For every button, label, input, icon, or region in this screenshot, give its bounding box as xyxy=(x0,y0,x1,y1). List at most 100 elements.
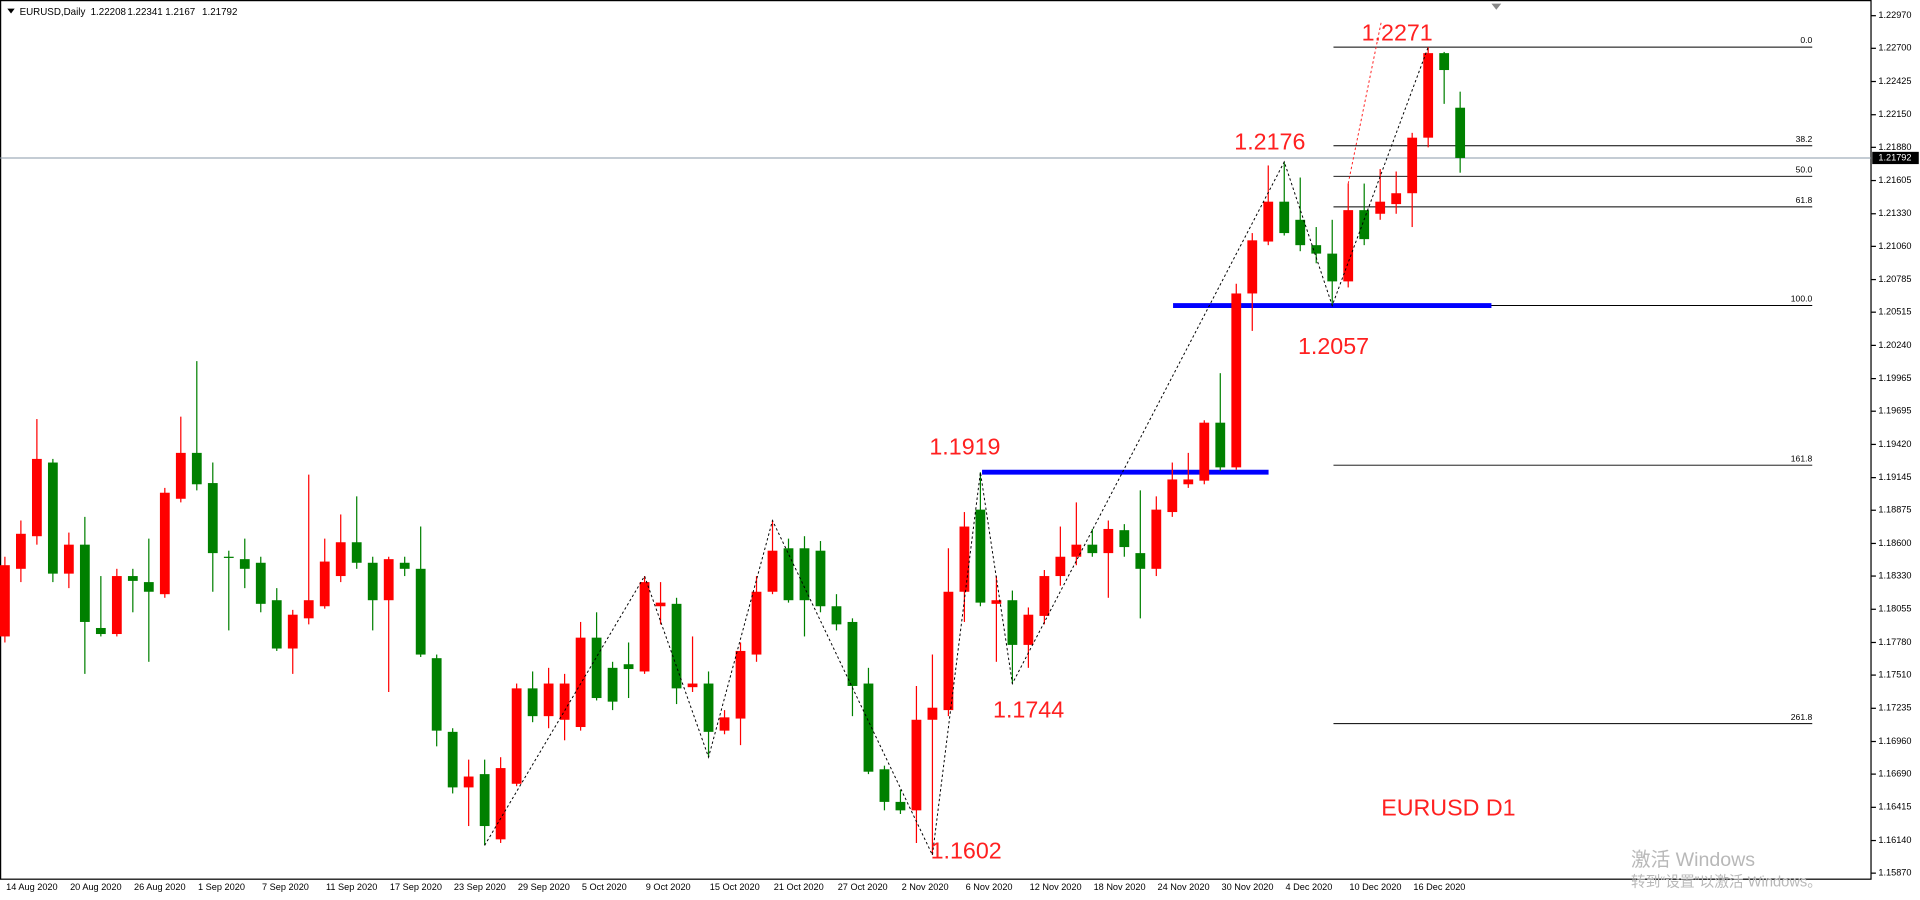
y-tick-label: 1.21060 xyxy=(1878,241,1911,251)
plot-frame xyxy=(0,0,1872,880)
x-tick-label: 24 Nov 2020 xyxy=(1158,882,1210,892)
candle-body xyxy=(0,565,10,637)
candle-body xyxy=(879,769,890,802)
y-tick-label: 1.19965 xyxy=(1878,373,1911,383)
candle-body xyxy=(1215,422,1226,468)
y-tick-label: 1.17780 xyxy=(1878,637,1911,647)
y-tick-label: 1.19145 xyxy=(1878,472,1911,482)
candle-body xyxy=(1023,614,1034,645)
x-tick-label: 30 Nov 2020 xyxy=(1222,882,1274,892)
candle-body xyxy=(47,462,58,574)
candle-body xyxy=(367,562,378,601)
x-tick-label: 10 Dec 2020 xyxy=(1349,882,1401,892)
header-close: 1.21792 xyxy=(202,7,237,18)
candle-body xyxy=(1055,556,1066,577)
candle-body xyxy=(1359,210,1370,240)
x-tick-label: 21 Oct 2020 xyxy=(774,882,824,892)
y-tick-label: 1.18055 xyxy=(1878,604,1911,614)
y-tick-label: 1.18875 xyxy=(1878,505,1911,515)
candle-body xyxy=(1183,479,1194,485)
candle-body xyxy=(847,621,858,686)
candle-body xyxy=(239,559,250,569)
x-tick-label: 18 Nov 2020 xyxy=(1094,882,1146,892)
y-tick-label: 1.20240 xyxy=(1878,340,1911,350)
x-tick-label: 5 Oct 2020 xyxy=(582,882,627,892)
symbol: EURUSD,Daily xyxy=(20,7,86,18)
y-tick-label: 1.16960 xyxy=(1878,736,1911,746)
candle-body xyxy=(543,683,554,717)
candle-body xyxy=(1311,245,1322,254)
y-tick-label: 1.21330 xyxy=(1878,208,1911,218)
price-annotation: 1.2176 xyxy=(1234,128,1305,154)
x-tick-label: 20 Aug 2020 xyxy=(70,882,122,892)
candle-body xyxy=(927,707,938,720)
candle-body xyxy=(1039,576,1050,616)
candle-body xyxy=(95,627,106,635)
candle-body xyxy=(1103,528,1114,554)
candle-body xyxy=(1247,240,1258,294)
candle-body xyxy=(255,562,266,604)
candle-body xyxy=(1119,530,1130,548)
y-tick-label: 1.18330 xyxy=(1878,570,1911,580)
candle-body xyxy=(79,544,90,622)
candle-body xyxy=(415,568,426,655)
candle-body xyxy=(111,576,122,635)
candle-body xyxy=(1327,253,1338,282)
candle-body xyxy=(911,719,922,811)
x-tick-label: 1 Sep 2020 xyxy=(198,882,245,892)
x-tick-label: 14 Aug 2020 xyxy=(6,882,58,892)
price-annotation: 1.1744 xyxy=(993,697,1064,723)
x-tick-label: 16 Dec 2020 xyxy=(1413,882,1465,892)
candle-body xyxy=(1455,107,1466,158)
y-tick-label: 1.18600 xyxy=(1878,538,1911,548)
y-tick-label: 1.20515 xyxy=(1878,307,1911,317)
candle-body xyxy=(1423,53,1434,138)
x-tick-label: 27 Oct 2020 xyxy=(838,882,888,892)
header-high: 1.22341 xyxy=(127,7,162,18)
candle-body xyxy=(959,526,970,592)
candle-body xyxy=(687,683,698,688)
candle-body xyxy=(223,556,234,558)
candle-body xyxy=(271,600,282,649)
candle-body xyxy=(463,776,474,788)
candle-body xyxy=(623,664,634,670)
candle-body xyxy=(1279,201,1290,234)
candle-body xyxy=(1199,422,1210,481)
candle-body xyxy=(1167,479,1178,513)
y-tick-label: 1.15870 xyxy=(1878,868,1911,878)
y-tick-label: 1.22970 xyxy=(1878,10,1911,20)
menu-triangle[interactable] xyxy=(7,8,15,14)
candle-body xyxy=(639,582,650,672)
watermark: 转到“设置”以激活 Windows。 xyxy=(1631,874,1822,891)
candle-body xyxy=(703,683,714,732)
candle-body xyxy=(783,548,794,601)
price-annotation: 1.1919 xyxy=(929,433,1000,459)
fib-level-label: 100.0 xyxy=(1791,294,1813,304)
candle-body xyxy=(191,452,202,485)
candle-body xyxy=(767,550,778,592)
x-tick-label: 12 Nov 2020 xyxy=(1030,882,1082,892)
candle-body xyxy=(303,600,314,619)
candle-body xyxy=(159,492,170,595)
candle-body xyxy=(895,801,906,811)
candle-body xyxy=(591,637,602,699)
projection-line xyxy=(1347,21,1382,184)
header-low: 1.2167 xyxy=(165,7,195,18)
candle-body xyxy=(175,452,186,499)
y-tick-label: 1.16690 xyxy=(1878,769,1911,779)
candle-body xyxy=(127,576,138,581)
price-annotation: 1.2271 xyxy=(1362,19,1433,45)
x-tick-label: 15 Oct 2020 xyxy=(710,882,760,892)
x-tick-label: 29 Sep 2020 xyxy=(518,882,570,892)
candle-body xyxy=(15,533,26,569)
candle-body xyxy=(1007,600,1018,645)
fib-level-label: 161.8 xyxy=(1791,453,1813,463)
fib-level-label: 61.8 xyxy=(1796,195,1813,205)
zigzag xyxy=(484,46,1429,857)
y-tick-label: 1.19695 xyxy=(1878,406,1911,416)
fib-level-label: 261.8 xyxy=(1791,712,1813,722)
candle-body xyxy=(991,600,1002,604)
candle-body xyxy=(431,658,442,731)
candle-body xyxy=(831,606,842,625)
x-tick-label: 7 Sep 2020 xyxy=(262,882,309,892)
